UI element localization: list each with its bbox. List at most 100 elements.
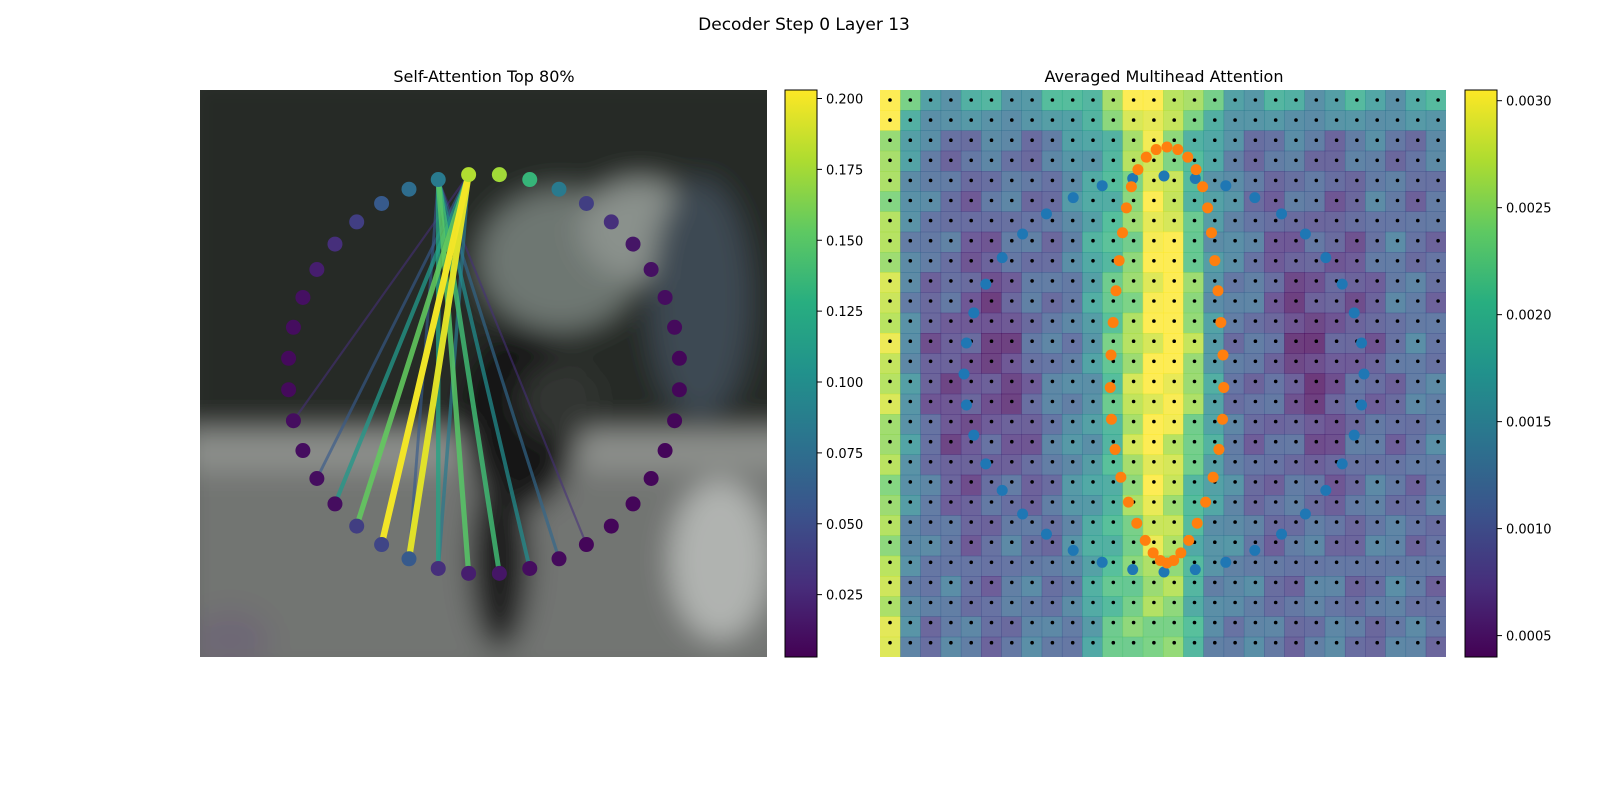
heatmap-cell bbox=[1284, 535, 1305, 557]
grid-dot bbox=[1334, 379, 1339, 384]
grid-dot bbox=[1172, 419, 1176, 424]
grid-dot bbox=[1152, 238, 1156, 243]
grid-dot bbox=[928, 560, 933, 565]
grid-dot bbox=[1253, 439, 1258, 444]
grid-dot bbox=[1091, 580, 1095, 585]
grid-dot bbox=[1233, 138, 1237, 142]
grid-dot bbox=[1030, 218, 1034, 223]
grid-dot bbox=[949, 339, 953, 344]
left-background-photo bbox=[200, 90, 767, 657]
heatmap-cell bbox=[1365, 596, 1386, 617]
heatmap-cell bbox=[1142, 515, 1164, 536]
grid-dot bbox=[1111, 178, 1116, 183]
orange-point bbox=[1213, 443, 1225, 455]
heatmap-cell bbox=[1001, 555, 1022, 577]
heatmap-cell bbox=[1223, 636, 1245, 657]
heatmap-cell bbox=[1425, 495, 1446, 516]
heatmap-cell bbox=[1163, 373, 1184, 395]
heatmap-cell bbox=[1425, 616, 1446, 638]
grid-dot bbox=[1131, 560, 1136, 565]
heatmap-cell bbox=[1102, 333, 1124, 354]
heatmap-cell bbox=[1223, 231, 1245, 253]
heatmap-cell bbox=[900, 292, 921, 314]
grid-dot bbox=[1314, 359, 1319, 364]
grid-dot bbox=[989, 359, 994, 364]
heatmap-cell bbox=[1304, 211, 1326, 233]
grid-dot bbox=[928, 319, 933, 323]
grid-dot bbox=[928, 178, 933, 183]
grid-dot bbox=[1395, 460, 1400, 464]
orange-point bbox=[1110, 285, 1122, 297]
grid-dot bbox=[1131, 600, 1136, 605]
grid-dot bbox=[1091, 460, 1095, 464]
grid-dot bbox=[888, 158, 892, 163]
heatmap-cell bbox=[1243, 414, 1265, 435]
heatmap-cell bbox=[1264, 252, 1285, 273]
colorbar-tick-label: 0.200 bbox=[826, 93, 863, 108]
heatmap-cell bbox=[1284, 353, 1305, 374]
heatmap-cell bbox=[1425, 373, 1446, 395]
grid-dot bbox=[928, 540, 933, 544]
heatmap-cell bbox=[1041, 393, 1063, 415]
grid-dot bbox=[1436, 500, 1440, 504]
grid-dot bbox=[908, 560, 913, 565]
heatmap-cell bbox=[1284, 495, 1305, 516]
heatmap-cell bbox=[1385, 333, 1407, 354]
heatmap-cell bbox=[920, 576, 942, 597]
grid-dot bbox=[1334, 439, 1339, 444]
heatmap-cell bbox=[1385, 231, 1407, 253]
heatmap-cell bbox=[1082, 414, 1103, 435]
heatmap-cell bbox=[940, 434, 962, 455]
grid-dot bbox=[1030, 279, 1034, 283]
grid-dot bbox=[1050, 178, 1055, 183]
grid-dot bbox=[888, 520, 892, 524]
grid-dot bbox=[1314, 620, 1319, 625]
grid-dot bbox=[969, 98, 973, 102]
blue-point bbox=[1320, 252, 1332, 264]
heatmap-cell bbox=[1425, 130, 1446, 152]
grid-dot bbox=[908, 500, 913, 504]
grid-dot bbox=[1395, 640, 1400, 645]
heatmap-cell bbox=[1163, 596, 1184, 617]
heatmap-cell bbox=[1344, 515, 1366, 536]
blue-point bbox=[1220, 556, 1232, 568]
grid-dot bbox=[989, 158, 994, 163]
blue-point bbox=[1189, 172, 1201, 184]
grid-dot bbox=[1030, 419, 1034, 424]
grid-dot bbox=[1273, 359, 1278, 364]
heatmap-cell bbox=[1405, 211, 1427, 233]
grid-dot bbox=[1375, 379, 1379, 384]
heatmap-cell bbox=[1203, 596, 1225, 617]
contour-point bbox=[309, 262, 325, 278]
grid-dot bbox=[1010, 98, 1014, 102]
orange-point bbox=[1217, 413, 1229, 425]
grid-dot bbox=[1152, 500, 1156, 504]
heatmap-cell bbox=[1223, 576, 1245, 597]
heatmap-cell bbox=[1365, 292, 1386, 314]
heatmap-cell bbox=[880, 454, 901, 476]
heatmap-cell bbox=[1021, 474, 1043, 496]
grid-dot bbox=[1131, 640, 1136, 645]
heatmap-cell bbox=[1223, 312, 1245, 334]
grid-dot bbox=[949, 98, 953, 102]
grid-dot bbox=[1070, 399, 1075, 404]
grid-dot bbox=[1375, 259, 1379, 263]
grid-dot bbox=[1355, 379, 1359, 384]
grid-dot bbox=[1091, 540, 1095, 544]
heatmap-cell bbox=[1163, 312, 1184, 334]
grid-dot bbox=[1294, 500, 1298, 504]
grid-dot bbox=[1192, 620, 1197, 625]
grid-dot bbox=[1152, 419, 1156, 424]
heatmap-cell bbox=[1385, 434, 1407, 455]
heatmap-cell bbox=[1344, 434, 1366, 455]
grid-dot bbox=[1294, 279, 1298, 283]
heatmap-cell bbox=[900, 454, 921, 476]
grid-dot bbox=[949, 178, 953, 183]
grid-dot bbox=[908, 198, 913, 203]
heatmap-cell bbox=[1061, 312, 1083, 334]
heatmap-cell bbox=[1223, 535, 1245, 557]
heatmap-cell bbox=[1385, 292, 1407, 314]
heatmap-cell bbox=[1365, 495, 1386, 516]
heatmap-cell bbox=[1365, 272, 1386, 293]
heatmap-cell bbox=[1304, 312, 1326, 334]
